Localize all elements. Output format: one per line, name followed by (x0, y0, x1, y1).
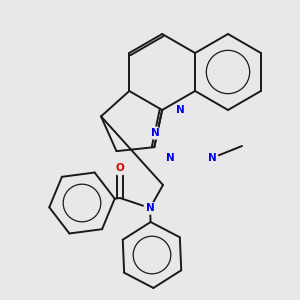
Text: N: N (176, 105, 184, 115)
Circle shape (164, 152, 176, 164)
Circle shape (113, 161, 127, 175)
Circle shape (149, 127, 161, 139)
Text: N: N (146, 203, 154, 213)
Circle shape (206, 152, 218, 164)
Text: N: N (166, 153, 174, 163)
Text: N: N (208, 153, 216, 163)
Text: O: O (116, 163, 124, 173)
Text: N: N (151, 128, 159, 138)
Circle shape (174, 104, 186, 116)
Circle shape (144, 202, 156, 214)
